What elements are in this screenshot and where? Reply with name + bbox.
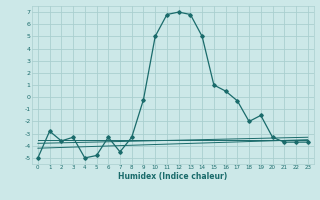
X-axis label: Humidex (Indice chaleur): Humidex (Indice chaleur) [118,172,228,181]
